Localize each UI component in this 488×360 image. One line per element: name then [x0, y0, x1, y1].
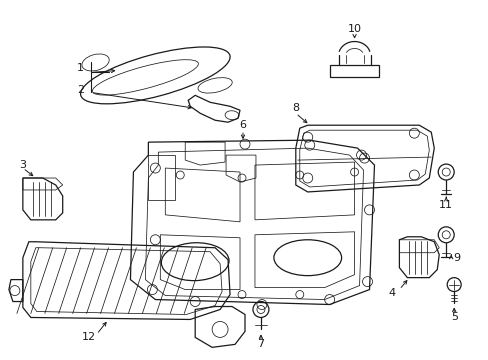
Text: 1: 1 — [77, 63, 84, 73]
Text: 5: 5 — [450, 312, 457, 323]
Text: 6: 6 — [239, 120, 246, 130]
Text: 12: 12 — [81, 332, 96, 342]
Text: 9: 9 — [453, 253, 460, 263]
Text: 8: 8 — [292, 103, 299, 113]
Text: 11: 11 — [438, 200, 452, 210]
Text: 3: 3 — [20, 160, 26, 170]
Text: 4: 4 — [388, 288, 395, 298]
Text: 2: 2 — [77, 85, 84, 95]
Text: 10: 10 — [347, 24, 361, 33]
Text: 7: 7 — [257, 339, 264, 349]
